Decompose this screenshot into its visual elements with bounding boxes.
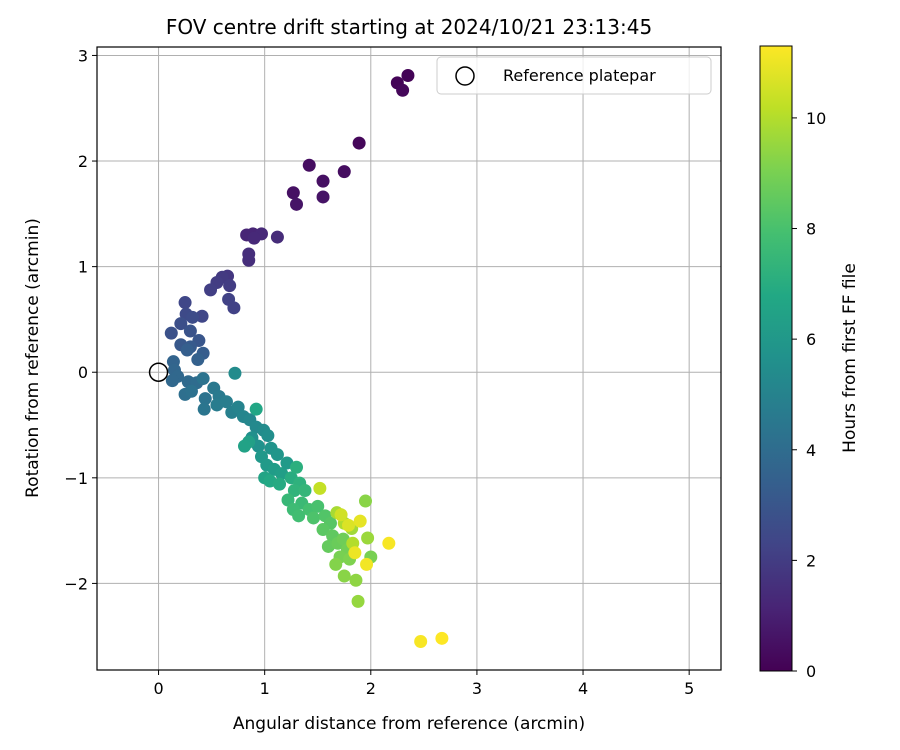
scatter-point xyxy=(281,493,295,507)
scatter-point xyxy=(197,402,211,416)
scatter-point xyxy=(198,392,212,406)
x-tick-label: 2 xyxy=(366,679,376,698)
scatter-point xyxy=(435,631,449,645)
scatter-point xyxy=(302,158,316,172)
scatter-point xyxy=(361,531,375,545)
scatter-point xyxy=(311,499,325,513)
y-tick-label: 2 xyxy=(78,152,88,171)
scatter-point xyxy=(290,460,304,474)
scatter-point xyxy=(316,174,330,188)
scatter-point xyxy=(286,186,300,200)
scatter-point xyxy=(178,296,192,310)
chart-title: FOV centre drift starting at 2024/10/21 … xyxy=(166,15,652,39)
scatter-point xyxy=(228,366,242,380)
scatter-point xyxy=(316,190,330,204)
scatter-point xyxy=(290,197,304,211)
legend-entry-reference-platepar: Reference platepar xyxy=(503,66,656,85)
scatter-point xyxy=(204,283,218,297)
scatter-point xyxy=(292,509,306,523)
scatter-point xyxy=(164,326,178,340)
scatter-point xyxy=(184,384,198,398)
colorbar-tick-label: 10 xyxy=(806,109,826,128)
x-tick-label: 1 xyxy=(260,679,270,698)
legend: Reference platepar xyxy=(436,56,712,95)
colorbar-gradient xyxy=(759,45,793,672)
scatter-point xyxy=(348,546,362,560)
colorbar-tick-label: 2 xyxy=(806,551,816,570)
scatter-point xyxy=(352,136,366,150)
scatter-point xyxy=(270,230,284,244)
scatter-point xyxy=(242,253,256,267)
scatter-point xyxy=(313,481,327,495)
x-tick-label: 3 xyxy=(472,679,482,698)
scatter-point xyxy=(174,317,188,331)
scatter-point xyxy=(396,83,410,97)
legend-box xyxy=(436,56,712,95)
scatter-point xyxy=(231,400,245,414)
y-axis-label: Rotation from reference (arcmin) xyxy=(23,218,43,498)
scatter-point xyxy=(401,69,415,83)
scatter-point xyxy=(306,511,320,525)
x-tick-label: 4 xyxy=(578,679,588,698)
scatter-point xyxy=(358,494,372,508)
scatter-point xyxy=(287,483,301,497)
scatter-point xyxy=(196,372,210,386)
y-tick-label: −1 xyxy=(64,469,88,488)
x-tick-label: 5 xyxy=(684,679,694,698)
x-axis-ticks: 0 1 2 3 4 5 xyxy=(153,670,694,698)
scatter-point xyxy=(342,518,356,532)
scatter-point xyxy=(249,402,263,416)
y-tick-label: −2 xyxy=(64,574,88,593)
y-tick-label: 3 xyxy=(78,46,88,65)
scatter-point xyxy=(382,536,396,550)
colorbar: 0 2 4 6 8 10 Hours from first FF file xyxy=(759,45,860,681)
colorbar-tick-label: 4 xyxy=(806,441,816,460)
scatter-point xyxy=(191,353,205,367)
scatter-point xyxy=(337,165,351,179)
colorbar-label: Hours from first FF file xyxy=(840,263,860,453)
scatter-point xyxy=(219,395,233,409)
scatter-point xyxy=(349,573,363,587)
data-points xyxy=(164,69,449,648)
scatter-point xyxy=(334,508,348,522)
scatter-point xyxy=(183,324,197,338)
scatter-point xyxy=(337,569,351,583)
x-tick-label: 0 xyxy=(153,679,163,698)
colorbar-tick-label: 6 xyxy=(806,330,816,349)
y-axis-ticks: −2 −1 0 1 2 3 xyxy=(64,46,97,593)
scatter-point xyxy=(227,301,241,315)
scatter-point xyxy=(223,279,237,293)
plot-frame xyxy=(96,46,722,671)
reference-platepar-marker xyxy=(148,362,169,382)
scatter-point xyxy=(165,374,179,388)
grid-lines xyxy=(97,47,721,670)
colorbar-ticks: 0 2 4 6 8 10 xyxy=(792,109,826,681)
x-axis-label: Angular distance from reference (arcmin) xyxy=(233,714,585,734)
scatter-point xyxy=(186,310,200,324)
scatter-point xyxy=(414,634,428,648)
scatter-point xyxy=(195,309,209,323)
colorbar-tick-label: 8 xyxy=(806,220,816,239)
legend-marker-reference xyxy=(455,66,475,86)
scatter-point xyxy=(329,557,343,571)
y-tick-label: 1 xyxy=(78,258,88,277)
scatter-point xyxy=(298,483,312,497)
scatter-point xyxy=(270,448,284,462)
scatter-point xyxy=(273,477,287,491)
scatter-point xyxy=(353,514,367,528)
scatter-point xyxy=(351,594,365,608)
y-tick-label: 0 xyxy=(78,363,88,382)
scatter-point xyxy=(360,557,374,571)
colorbar-tick-label: 0 xyxy=(806,662,816,681)
scatter-point xyxy=(238,439,252,453)
scatter-point xyxy=(261,429,275,443)
scatter-point xyxy=(316,523,330,537)
scatter-point xyxy=(180,343,194,357)
scatter-point xyxy=(247,231,261,245)
